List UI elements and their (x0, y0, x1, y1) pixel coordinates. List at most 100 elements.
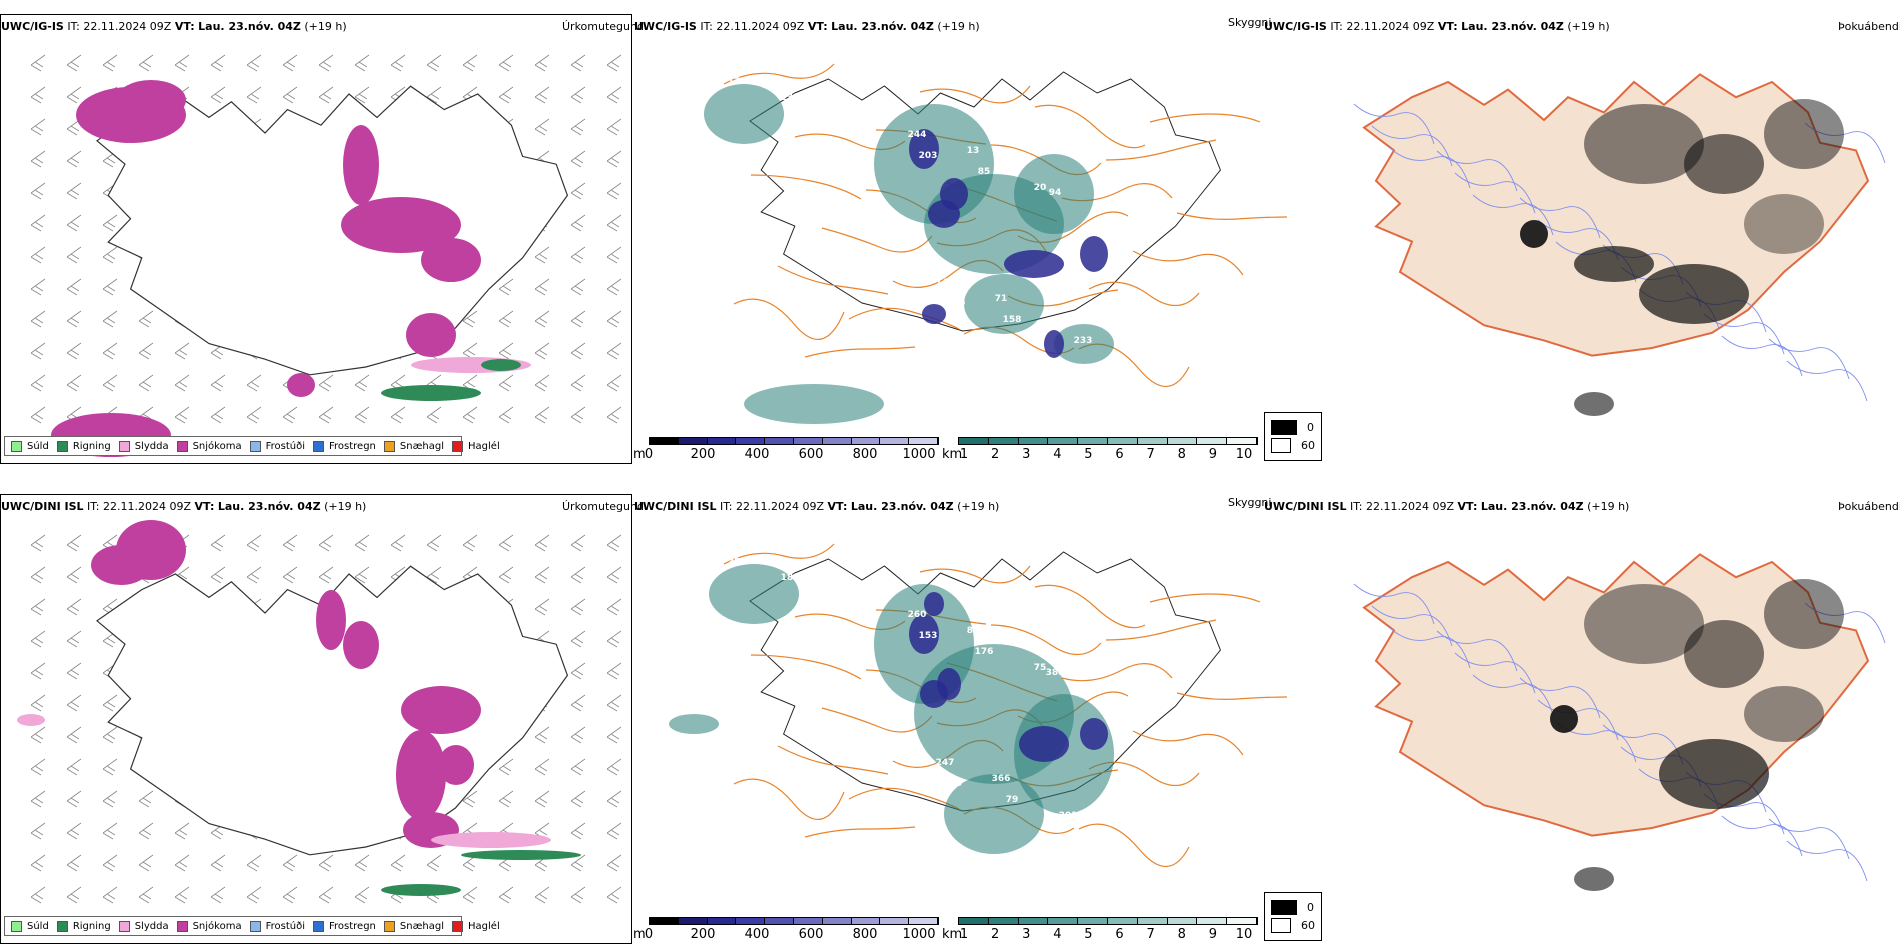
wind-barb (246, 854, 262, 872)
fog-blob (1639, 264, 1749, 324)
ceiling-blob (1080, 236, 1108, 272)
wind-barb (354, 86, 370, 104)
wind-barb (606, 630, 622, 648)
legend-item: Haglél (452, 920, 500, 932)
road (919, 565, 1031, 584)
river (1537, 699, 1619, 741)
legend-label: Snjókoma (192, 440, 242, 452)
wind-barb (66, 534, 82, 552)
visibility-label: 13 (868, 257, 881, 267)
wind-barb (66, 630, 82, 648)
wind-barb (138, 886, 154, 904)
colorbar-tick: 3 (1022, 927, 1031, 942)
colorbar-segment (959, 438, 989, 444)
visibility-label: 84 (967, 626, 980, 636)
river (1389, 147, 1471, 189)
ceiling-blob (909, 614, 939, 654)
colorbar-tick: 1 (959, 447, 969, 462)
fog-legend-item: 0 (1271, 900, 1315, 915)
river (1353, 103, 1435, 145)
colorbar-tick: 5 (1084, 927, 1093, 942)
wind-barb (66, 886, 82, 904)
precip-legend-row2: Súld Rigning Slydda Snjókoma Frostúði Frostre… (4, 916, 500, 936)
wind-barb (210, 374, 226, 392)
colorbar-segment (851, 438, 881, 444)
fog-blob (1574, 246, 1654, 282)
wind-barb (282, 54, 298, 72)
colorbar-tick: 0 (644, 447, 654, 462)
legend-swatch (452, 920, 464, 932)
wind-barb (210, 566, 226, 584)
road (804, 826, 916, 838)
river (1454, 172, 1536, 214)
wind-barb (606, 694, 622, 712)
legend-item: Frostúði (249, 440, 305, 452)
wind-barb (570, 790, 586, 808)
wind-barb (102, 214, 118, 232)
row1-label-fog: Þokuábendi (1838, 20, 1900, 33)
colorbar-segment (1227, 918, 1257, 924)
visibility-blob (964, 274, 1044, 334)
wind-barb (282, 854, 298, 872)
visibility-label: 182 (781, 573, 800, 583)
wind-barb (30, 598, 46, 616)
row1-title-fog: UWC/IG-IS IT: 22.11.2024 09Z VT: Lau. 23… (1264, 20, 1610, 33)
wind-barb (534, 726, 550, 744)
wind-barb (498, 534, 514, 552)
wind-barb (354, 854, 370, 872)
wind-barb (102, 374, 118, 392)
wind-barb (318, 406, 334, 424)
colorbar-segment (1137, 918, 1168, 924)
legend-item: Snæhagl (383, 440, 444, 452)
visibility-label: 75 (1034, 663, 1047, 673)
road (750, 174, 862, 200)
wind-barb (534, 86, 550, 104)
wind-barb (534, 598, 550, 616)
legend-label: Súld (27, 440, 49, 452)
wind-barb (570, 374, 586, 392)
wind-barb (30, 86, 46, 104)
visibility-label: 106 (753, 705, 772, 715)
colorbar-tick: 1000 (902, 927, 936, 942)
fog-blob (1684, 134, 1764, 194)
colorbar-tick: 7 (1146, 447, 1155, 462)
wind-barb (570, 150, 586, 168)
legend-item: Súld (11, 440, 49, 452)
river (1519, 197, 1601, 239)
fog-blob (1574, 867, 1614, 891)
wind-barb (102, 54, 118, 72)
visibility-label: 17 (728, 77, 741, 87)
legend-item: Haglél (452, 440, 500, 452)
legend-item: Frostregn (313, 920, 376, 932)
ceiling-blob (924, 592, 944, 616)
legend-label: Haglél (468, 920, 500, 932)
wind-barb (462, 406, 478, 424)
visibility-label: 88 (756, 225, 769, 235)
colorbar-segment (736, 918, 766, 924)
legend-swatch (249, 440, 261, 452)
fog-map-row1 (1353, 73, 1886, 416)
wind-barb (318, 566, 334, 584)
wind-barb (30, 374, 46, 392)
colorbar-segment (1048, 438, 1079, 444)
legend-swatch (313, 920, 324, 932)
visibility-blob (1014, 154, 1094, 234)
wind-barb (66, 182, 82, 200)
wind-barb (606, 54, 622, 72)
wind-barb (606, 886, 622, 904)
precip-legend-row1: Súld Rigning Slydda Snjókoma Frostúði Frostre… (4, 436, 500, 456)
row1-label-precip: Úrkomutegund (562, 20, 644, 33)
wind-barb (174, 854, 190, 872)
wind-barb (66, 310, 82, 328)
wind-barb (66, 214, 82, 232)
wind-barb (606, 598, 622, 616)
fog-map-row2 (1353, 553, 1886, 891)
visibility-labels: 17 136 203 94 88 96 119 233 231 244 85 341 86 141 158 1… (728, 77, 1121, 362)
road (1034, 584, 1146, 629)
colorbar-segment (988, 918, 1019, 924)
road (733, 778, 845, 820)
vis-colorbar-row2: km 1 2 3 4 5 6 7 8 9 10 (942, 917, 1262, 943)
colorbar-tick: 8 (1177, 447, 1186, 462)
wind-barb (102, 310, 118, 328)
colorbar-segment (880, 438, 910, 444)
